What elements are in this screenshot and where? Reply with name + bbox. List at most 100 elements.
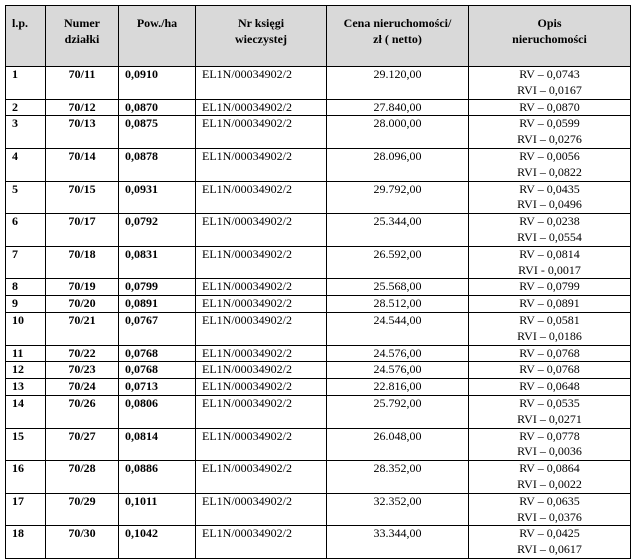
price-cell: 25.344,00	[326, 213, 469, 247]
description-cell: RV – 0,0778 RVI – 0,0036	[468, 427, 631, 462]
land-register: EL1N/00034902/2	[202, 395, 292, 410]
header-cell: Pow./ha	[118, 5, 196, 67]
row-number: 4	[12, 148, 18, 163]
row-number-cell: 13	[5, 378, 46, 396]
price: 24.576,00	[373, 345, 422, 360]
description: RV – 0,0425	[519, 526, 580, 541]
table-row: 17 70/29 0,1011 EL1N/00034902/2 32.352,00 RV …	[5, 492, 631, 527]
description: RV – 0,0648	[519, 379, 580, 394]
price-cell: 28.352,00	[326, 460, 469, 494]
row-number-cell: 18	[5, 525, 46, 559]
header-row: l.p. Numer działki Pow./ha Nr księgi wieczyst…	[5, 5, 631, 67]
header-text: zł ( netto)	[373, 31, 422, 46]
header-cell: Numer działki	[45, 5, 119, 67]
parcel-number: 70/11	[68, 67, 96, 81]
land-register: EL1N/00034902/2	[202, 99, 292, 114]
row-number-cell: 11	[5, 344, 46, 363]
table-row: 3 70/13 0,0875 EL1N/00034902/2 28.000,00 RV –…	[5, 115, 631, 149]
land-register-cell: EL1N/00034902/2	[195, 245, 327, 280]
price-cell: 32.352,00	[326, 492, 469, 527]
area-cell: 0,0768	[118, 344, 196, 363]
land-register-cell: EL1N/00034902/2	[195, 344, 327, 363]
row-number: 11	[12, 345, 24, 360]
area: 0,0891	[125, 296, 158, 311]
price-cell: 29.120,00	[326, 66, 469, 100]
area: 0,0931	[125, 181, 158, 196]
description: RV – 0,0778	[519, 428, 580, 443]
parcel-number-cell: 70/11	[45, 66, 119, 100]
land-register: EL1N/00034902/2	[202, 296, 292, 311]
table-row: 1 70/11 0,0910 EL1N/00034902/2 29.120,00 RV –…	[5, 66, 631, 100]
land-register-cell: EL1N/00034902/2	[195, 295, 327, 313]
description: RV – 0,0535	[519, 395, 580, 410]
land-register-cell: EL1N/00034902/2	[195, 394, 327, 429]
description: RV – 0,0814	[519, 246, 580, 261]
area-cell: 0,1042	[118, 525, 196, 559]
land-register-cell: EL1N/00034902/2	[195, 492, 327, 527]
price: 24.544,00	[373, 312, 422, 327]
area: 0,0806	[125, 395, 158, 410]
header-cell: Opis nieruchomości	[468, 5, 631, 67]
description: RVI – 0,0022	[517, 476, 582, 491]
row-number: 7	[12, 246, 18, 261]
header-text: nieruchomości	[512, 31, 587, 46]
row-number: 10	[12, 312, 24, 327]
parcel-number-cell: 70/20	[45, 295, 119, 313]
row-number-cell: 2	[5, 98, 46, 117]
area: 0,0767	[125, 312, 158, 327]
price: 24.576,00	[373, 362, 422, 377]
parcel-number-cell: 70/17	[45, 213, 119, 247]
area: 0,0768	[125, 362, 158, 377]
parcel-number-cell: 70/13	[45, 115, 119, 149]
description: RVI – 0,0167	[517, 82, 582, 97]
description-cell: RV – 0,0743 RVI – 0,0167	[468, 66, 631, 100]
area-cell: 0,0891	[118, 295, 196, 313]
parcel-number: 70/17	[68, 214, 96, 229]
land-register: EL1N/00034902/2	[202, 362, 292, 377]
area: 0,0910	[125, 67, 158, 81]
description: RV – 0,0891	[519, 296, 580, 311]
area: 0,1011	[125, 493, 158, 508]
row-number: 1	[12, 67, 18, 81]
header-text: wieczystej	[235, 31, 287, 46]
table-row: 8 70/19 0,0799 EL1N/00034902/2 25.568,00 RV –…	[5, 278, 631, 297]
row-number-cell: 15	[5, 427, 46, 462]
description: RV – 0,0599	[519, 116, 580, 131]
land-register-cell: EL1N/00034902/2	[195, 378, 327, 396]
price: 33.344,00	[373, 526, 422, 541]
area: 0,0713	[125, 379, 158, 394]
land-register: EL1N/00034902/2	[202, 312, 292, 327]
description: RV – 0,0581	[519, 312, 580, 327]
area: 0,0768	[125, 345, 158, 360]
price-cell: 27.840,00	[326, 98, 469, 117]
description: RVI – 0,0376	[517, 509, 582, 524]
header-cell: Nr księgi wieczystej	[195, 5, 327, 67]
row-number: 8	[12, 279, 18, 294]
parcel-number-cell: 70/12	[45, 98, 119, 117]
description-cell: RV – 0,0535 RVI – 0,0271	[468, 394, 631, 429]
table-row: 12 70/23 0,0768 EL1N/00034902/2 24.576,00 RV …	[5, 361, 631, 380]
price: 25.344,00	[373, 214, 422, 229]
table-row: 9 70/20 0,0891 EL1N/00034902/2 28.512,00 RV –…	[5, 295, 631, 313]
land-register: EL1N/00034902/2	[202, 181, 292, 196]
area: 0,0870	[125, 99, 158, 114]
area-cell: 0,0799	[118, 278, 196, 297]
table-body: 1 70/11 0,0910 EL1N/00034902/2 29.120,00 RV –…	[5, 66, 631, 559]
row-number-cell: 17	[5, 492, 46, 527]
area-cell: 0,0768	[118, 361, 196, 380]
price: 25.792,00	[373, 395, 422, 410]
parcel-number: 70/28	[68, 461, 96, 476]
area-cell: 0,0910	[118, 66, 196, 100]
parcel-number-cell: 70/26	[45, 394, 119, 429]
price: 29.792,00	[373, 181, 422, 196]
description-cell: RV – 0,0425 RVI – 0,0617	[468, 525, 631, 559]
parcel-number: 70/30	[68, 526, 96, 541]
area-cell: 0,0931	[118, 180, 196, 215]
price-cell: 28.512,00	[326, 295, 469, 313]
description: RVI - 0,0017	[518, 262, 581, 277]
area-cell: 0,1011	[118, 492, 196, 527]
price-cell: 26.048,00	[326, 427, 469, 462]
row-number: 14	[12, 395, 24, 410]
land-table: l.p. Numer działki Pow./ha Nr księgi wieczyst…	[5, 5, 631, 559]
area: 0,0831	[125, 246, 158, 261]
